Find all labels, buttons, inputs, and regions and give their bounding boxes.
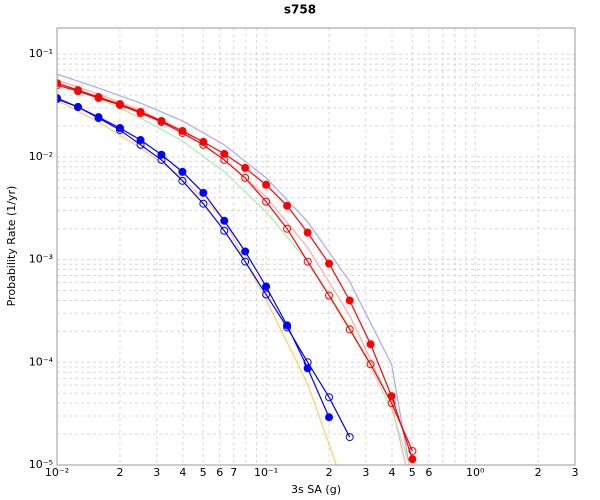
data-point (303, 257, 312, 266)
data-point (325, 413, 334, 422)
data-point (325, 259, 334, 268)
data-point (94, 94, 103, 103)
x-tick-label: 7 (230, 466, 237, 479)
data-point (115, 101, 124, 110)
x-axis-label: 3s SA (g) (291, 483, 341, 496)
data-point (199, 199, 208, 208)
data-point (408, 455, 417, 464)
x-tick-label: 5 (409, 466, 416, 479)
data-point (283, 224, 292, 233)
x-tick-label: 6 (425, 466, 432, 479)
data-point (262, 180, 271, 189)
x-tick-label: 4 (179, 466, 186, 479)
x-tick-label: 5 (200, 466, 207, 479)
data-point (241, 163, 250, 172)
data-point (157, 155, 166, 164)
plot-area (57, 28, 575, 465)
data-point (73, 103, 82, 112)
data-point (199, 140, 208, 149)
data-point (199, 188, 208, 197)
data-point (283, 201, 292, 210)
data-point (57, 81, 61, 90)
data-point (178, 176, 187, 185)
x-tick-label: 3 (362, 466, 369, 479)
data-point (157, 117, 166, 126)
data-point (283, 323, 292, 332)
tick-labels: 10⁻² 2 3 4 5 6 7 10⁻¹ 2 3 4 5 6 10⁰ 2 310⁻⁵10⁻⁴10⁻³10⁻²… (29, 47, 579, 479)
data-point (387, 399, 396, 408)
data-point (303, 358, 312, 367)
data-point (262, 282, 271, 291)
data-point (262, 197, 271, 206)
data-point (345, 296, 354, 305)
data-point (303, 228, 312, 237)
x-tick-label: 3 (572, 466, 579, 479)
data-point (241, 173, 250, 182)
plot (57, 73, 417, 465)
data-point (325, 393, 334, 402)
data-point (366, 360, 375, 369)
data-point (345, 433, 354, 442)
series-line (57, 98, 351, 438)
data-point (345, 325, 354, 334)
y-axis-label: Probability Rate (1/yr) (5, 186, 18, 307)
data-point (220, 155, 229, 164)
chart-title: s758 (284, 3, 316, 17)
plot-border (56, 27, 576, 466)
series-line (57, 73, 410, 465)
y-tick-label: 10⁻⁴ (29, 355, 54, 368)
data-point (262, 290, 271, 299)
y-tick-label: 10⁻² (29, 150, 53, 163)
data-point (115, 125, 124, 134)
y-tick-label: 10⁻⁵ (29, 458, 53, 471)
data-point (57, 95, 61, 104)
series-line (57, 99, 337, 465)
data-point (136, 140, 145, 149)
data-point (220, 226, 229, 235)
data-point (220, 216, 229, 225)
data-point (241, 257, 250, 266)
x-tick-label: 2 (326, 466, 333, 479)
data-point (366, 340, 375, 349)
data-point (325, 291, 334, 300)
data-point (178, 128, 187, 137)
y-tick-label: 10⁻³ (29, 253, 53, 266)
x-tick-label: 2 (535, 466, 542, 479)
data-point (408, 446, 417, 455)
x-tick-label: 3 (153, 466, 160, 479)
data-point (241, 247, 250, 256)
x-tick-label: 2 (116, 466, 123, 479)
data-point (73, 87, 82, 96)
x-tick-label: 6 (216, 466, 223, 479)
grid (56, 28, 576, 466)
data-point (178, 167, 187, 176)
data-point (136, 109, 145, 118)
y-tick-label: 10⁻¹ (29, 47, 53, 60)
data-point (220, 149, 229, 158)
x-tick-label: 10⁻¹ (254, 466, 278, 479)
x-tick-label: 10⁻² (45, 466, 69, 479)
x-tick-label: 10⁰ (466, 466, 485, 479)
data-point (94, 114, 103, 123)
x-tick-label: 4 (389, 466, 396, 479)
